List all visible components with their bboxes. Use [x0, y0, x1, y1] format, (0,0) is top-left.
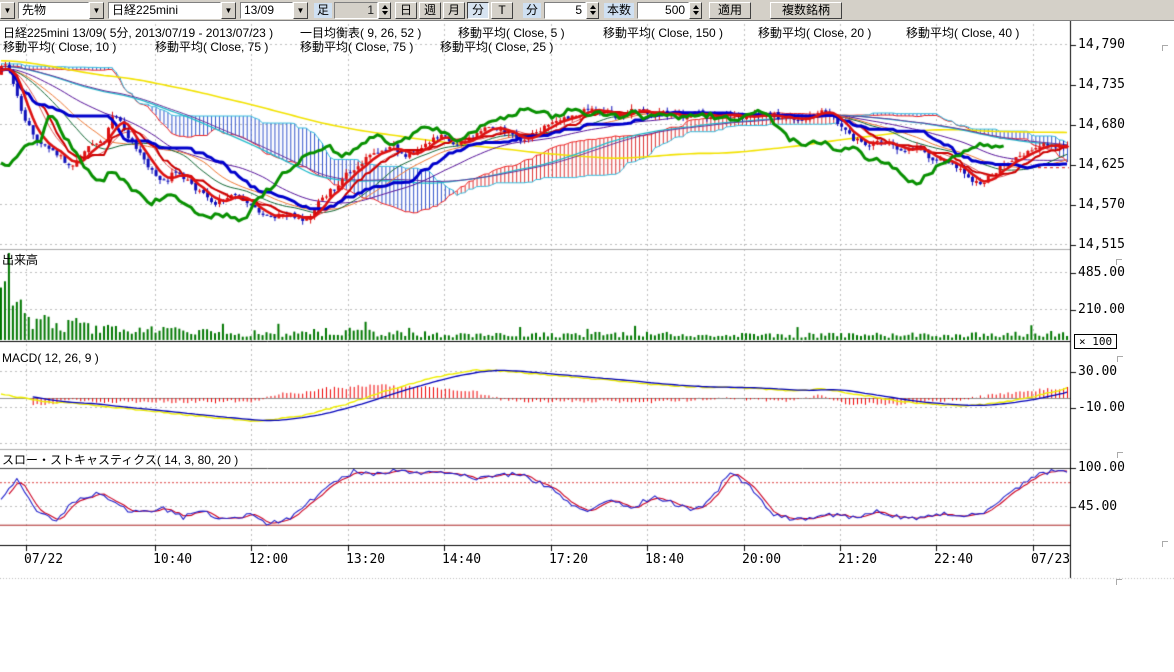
spinner-arrows-icon[interactable]: [378, 2, 391, 19]
symbol-combo-value[interactable]: 日経225mini: [108, 2, 221, 19]
chevron-down-icon[interactable]: ▼: [221, 2, 236, 19]
bar-type-label: 足: [314, 3, 332, 18]
apply-button[interactable]: 適用: [709, 2, 751, 19]
contract-month-combo[interactable]: 13/09 ▼: [240, 2, 308, 19]
bar-count-label: 本数: [604, 3, 634, 18]
chevron-down-icon[interactable]: ▼: [89, 2, 104, 19]
period-month-button[interactable]: 月: [443, 2, 465, 19]
period-minute-button[interactable]: 分: [467, 2, 489, 19]
chevron-down-icon[interactable]: ▼: [0, 2, 15, 19]
spinner-arrows-icon[interactable]: [689, 2, 702, 19]
period-week-button[interactable]: 週: [419, 2, 441, 19]
minute-spinner[interactable]: 5: [544, 2, 599, 19]
market-combo-value[interactable]: 先物: [18, 2, 89, 19]
bar-interval-value[interactable]: 1: [334, 2, 378, 19]
toolbar: ▼ 先物 ▼ 日経225mini ▼ 13/09 ▼ 足 1 日 週 月 分 T…: [0, 0, 1174, 21]
bar-interval-spinner[interactable]: 1: [334, 2, 391, 19]
period-day-button[interactable]: 日: [395, 2, 417, 19]
bar-count-value[interactable]: 500: [637, 2, 689, 19]
chevron-down-icon[interactable]: ▼: [293, 2, 308, 19]
multi-symbol-button[interactable]: 複数銘柄: [770, 2, 842, 19]
spinner-arrows-icon[interactable]: [586, 2, 599, 19]
trading-app-window: ▼ 先物 ▼ 日経225mini ▼ 13/09 ▼ 足 1 日 週 月 分 T…: [0, 0, 1174, 672]
period-tick-button[interactable]: T: [491, 2, 513, 19]
chart-canvas[interactable]: [0, 0, 1174, 672]
contract-month-combo-value[interactable]: 13/09: [240, 2, 293, 19]
minute-value[interactable]: 5: [544, 2, 586, 19]
stub-combo[interactable]: ▼: [0, 2, 15, 19]
market-combo[interactable]: 先物 ▼: [18, 2, 104, 19]
symbol-combo[interactable]: 日経225mini ▼: [108, 2, 236, 19]
bar-count-spinner[interactable]: 500: [637, 2, 702, 19]
minute-unit-label: 分: [523, 3, 541, 18]
